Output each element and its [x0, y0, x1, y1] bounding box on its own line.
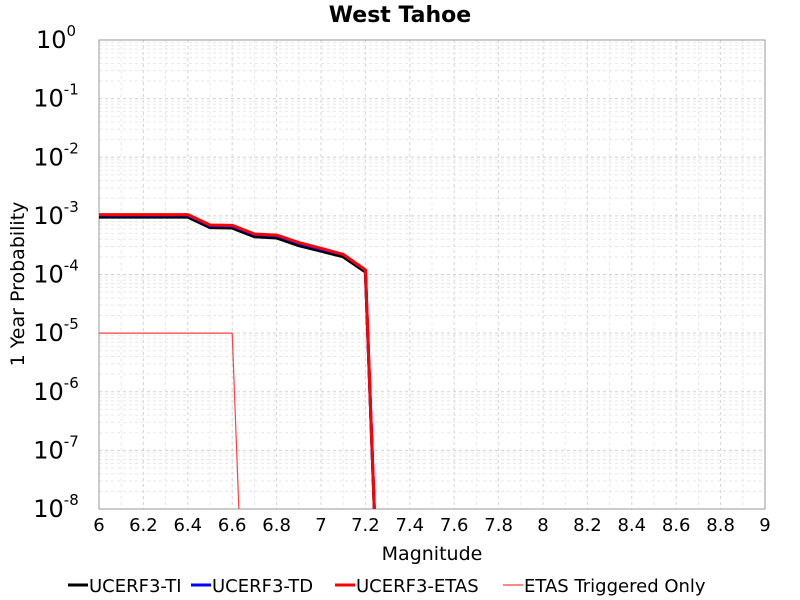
legend: UCERF3-TI UCERF3-TD UCERF3-ETAS ETAS Trigge… [68, 576, 706, 597]
x-tick-label: 8.6 [662, 515, 691, 536]
series-layer [99, 213, 376, 510]
y-tick-label: 100 [36, 22, 76, 54]
x-tick-label: 9 [759, 515, 770, 536]
x-tick-label: 6.4 [173, 515, 202, 536]
x-tick-label: 6 [93, 515, 104, 536]
plot-frame [98, 39, 766, 510]
y-axis-label: 1 Year Probability [7, 202, 29, 367]
legend-label-0: UCERF3-TI [89, 576, 182, 597]
legend-label-3: ETAS Triggered Only [524, 576, 706, 597]
chart-title: West Tahoe [329, 3, 471, 28]
y-tick-label: 10-5 [33, 315, 79, 347]
y-tick-label: 10-4 [33, 257, 79, 289]
y-tick-label: 10-6 [33, 374, 79, 406]
x-tick-label: 8 [537, 515, 548, 536]
x-tick-label: 8.4 [617, 515, 646, 536]
y-tick-label: 10-2 [33, 139, 79, 171]
x-tick-label: 7.6 [440, 515, 469, 536]
x-tick-label: 7.2 [351, 515, 380, 536]
x-tick-label: 8.8 [706, 515, 735, 536]
y-tick-label: 10-8 [33, 491, 79, 523]
x-tick-label: 7 [315, 515, 326, 536]
y-tick-label: 10-3 [33, 198, 79, 230]
y-tick-label: 10-7 [33, 432, 79, 464]
series-line-2 [99, 213, 376, 510]
x-axis-label: Magnitude [382, 543, 483, 565]
grid [98, 40, 766, 510]
legend-label-2: UCERF3-ETAS [356, 576, 479, 597]
x-ticks: 6 6.2 6.4 6.6 6.8 7 7.2 7.4 7.6 7.8 8 8.2 8.4 8.6 8.8 9 [93, 515, 770, 536]
x-tick-label: 6.8 [262, 515, 291, 536]
x-tick-label: 6.6 [218, 515, 247, 536]
series-line-3 [99, 332, 240, 510]
y-ticks: 100 10-1 10-2 10-3 10-4 10-5 10-6 10-7 10-8 [33, 22, 79, 523]
y-tick-label: 10-1 [33, 81, 79, 113]
x-tick-label: 7.8 [484, 515, 513, 536]
series-line-0 [99, 215, 376, 510]
x-tick-label: 8.2 [573, 515, 602, 536]
x-tick-label: 6.2 [129, 515, 158, 536]
x-tick-label: 7.4 [395, 515, 424, 536]
legend-label-1: UCERF3-TD [212, 576, 313, 597]
